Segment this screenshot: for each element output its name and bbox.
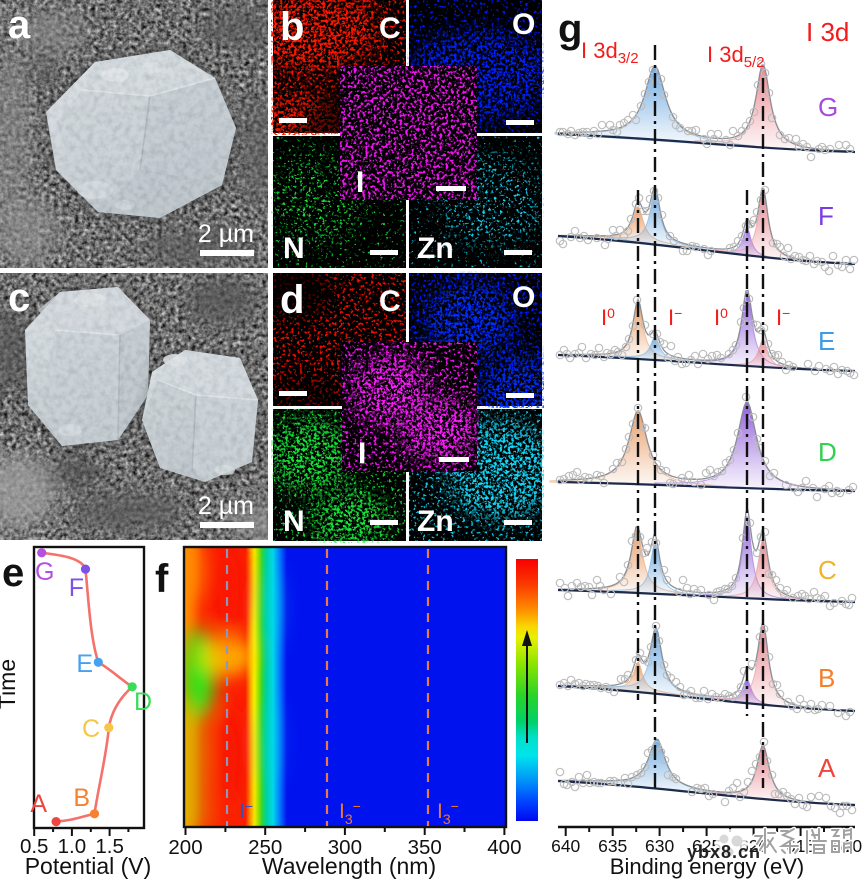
svg-text:A: A [30,790,47,818]
svg-text:Binding energy (eV): Binding energy (eV) [610,854,804,879]
svg-text:F: F [69,574,84,602]
svg-text:1.5: 1.5 [95,835,124,858]
svg-text:Potential (V): Potential (V) [25,853,152,879]
svg-text:f: f [155,557,169,601]
svg-text:C: C [818,555,837,585]
svg-text:I: I [356,166,364,199]
svg-text:D: D [134,688,152,716]
svg-text:I−: I− [776,305,790,330]
svg-text:C: C [379,12,401,45]
svg-text:300: 300 [328,836,362,859]
svg-text:d: d [280,278,304,322]
svg-text:O: O [512,281,535,314]
svg-text:2 µm: 2 µm [198,492,254,520]
svg-text:I0: I0 [601,305,615,330]
svg-text:e: e [2,551,24,595]
svg-text:200: 200 [168,836,202,859]
svg-text:250: 250 [248,836,282,859]
svg-text:E: E [818,326,835,356]
svg-text:350: 350 [408,836,442,859]
svg-text:B: B [818,663,835,693]
svg-text:I: I [358,437,366,470]
svg-text:Zn: Zn [417,505,454,538]
svg-text:I 3d3/2: I 3d3/2 [581,38,639,67]
svg-text:C: C [82,715,100,743]
svg-text:625: 625 [692,836,721,856]
svg-text:I−: I− [668,305,682,330]
svg-text:ybx8.cn: ybx8.cn [687,842,761,862]
svg-text:b: b [280,5,304,49]
svg-text:635: 635 [598,836,627,856]
svg-text:1.0: 1.0 [58,835,87,858]
svg-text:Wavelength (nm): Wavelength (nm) [262,853,436,879]
svg-text:N: N [283,232,305,265]
svg-text:400: 400 [487,836,521,859]
svg-text:F: F [818,201,834,231]
svg-text:640: 640 [551,836,580,856]
svg-text:I0: I0 [714,305,728,330]
svg-text:a: a [8,3,31,47]
svg-text:I 3d: I 3d [806,17,849,47]
svg-text:G: G [35,558,54,586]
svg-text:B: B [73,784,90,812]
svg-text:c: c [8,276,30,320]
svg-text:E: E [76,650,93,678]
svg-text:N: N [283,505,305,538]
svg-text:A: A [818,753,836,783]
svg-text:O: O [512,8,535,41]
svg-text:D: D [818,437,837,467]
svg-text:C: C [379,285,401,318]
svg-text:Time: Time [0,659,20,709]
svg-text:0.5: 0.5 [20,835,49,858]
svg-text:G: G [818,92,838,122]
svg-text:Zn: Zn [417,232,454,265]
svg-text:g: g [558,7,582,51]
svg-text:630: 630 [645,836,674,856]
svg-text:2 µm: 2 µm [198,220,254,248]
svg-text:I 3d5/2: I 3d5/2 [707,42,765,71]
